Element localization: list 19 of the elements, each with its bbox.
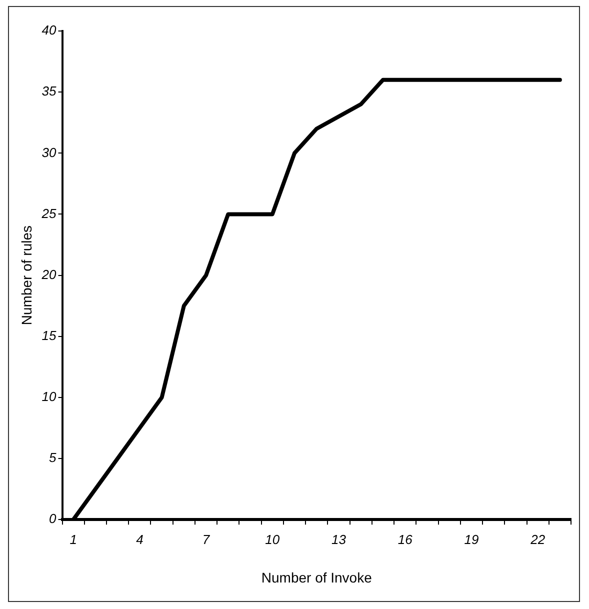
x-tick-label: 7 (202, 532, 210, 548)
x-tick-label: 10 (265, 532, 280, 548)
y-tick-label: 25 (40, 206, 58, 221)
y-axis-title: Number of rules (18, 226, 34, 326)
y-tick-label: 20 (40, 266, 58, 282)
y-tick-label: 15 (42, 328, 58, 343)
y-tick-label: 0 (49, 511, 58, 526)
y-tick-label: 30 (42, 144, 58, 160)
x-tick-label: 4 (136, 532, 144, 548)
y-tick-label: 10 (42, 389, 58, 404)
y-tick-label: 5 (49, 450, 58, 466)
x-tick-label: 22 (530, 532, 546, 548)
x-tick-label: 13 (332, 532, 347, 548)
y-tick-label: 35 (42, 84, 58, 99)
y-tick-label: 40 (42, 22, 58, 38)
x-axis-title: Number of Invoke (261, 569, 372, 586)
x-tick-label: 16 (398, 532, 414, 548)
x-tick-label: 1 (70, 532, 77, 548)
x-tick-label: 19 (464, 532, 479, 548)
